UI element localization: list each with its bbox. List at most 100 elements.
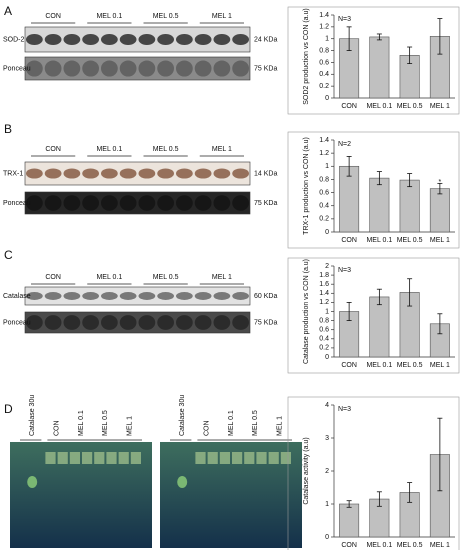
gel-band (207, 452, 218, 464)
lane-label: MEL 1 (212, 146, 232, 153)
annotation: N=3 (338, 406, 351, 413)
x-tick-label: MEL 0.1 (366, 103, 392, 110)
blot-band (138, 168, 156, 179)
y-tick-label: 4 (325, 402, 329, 409)
y-tick-label: 0 (325, 354, 329, 361)
x-tick-label: MEL 1 (430, 362, 450, 369)
lane-label: MEL 1 (212, 13, 232, 20)
gel (10, 442, 152, 548)
x-tick-label: CON (341, 542, 357, 549)
gel-band (82, 452, 93, 464)
blot-band (119, 292, 137, 300)
blot-band (63, 195, 81, 211)
blot-band (213, 315, 231, 330)
x-tick-label: CON (341, 237, 357, 244)
gel-band (69, 452, 80, 464)
error-bar (437, 417, 443, 492)
blot-band (232, 292, 249, 300)
bar (429, 188, 450, 233)
blot-band (63, 168, 81, 179)
y-tick-label: 1 (325, 36, 329, 43)
lane-label: MEL 0.1 (96, 274, 122, 281)
blot-band (138, 315, 156, 330)
blot-band (194, 168, 212, 179)
blot-strip (24, 161, 251, 186)
blot-band (213, 292, 231, 300)
blot-strip (24, 311, 251, 334)
y-tick-label: 0.8 (319, 176, 329, 183)
x-tick-label: MEL 0.5 (397, 542, 423, 549)
y-tick-label: 2 (325, 468, 329, 475)
y-tick-label: 1.2 (319, 24, 329, 31)
blot-band (26, 195, 43, 211)
blot-band (119, 60, 137, 77)
blot-band (232, 195, 249, 211)
gel-lane-label: CON (203, 420, 210, 436)
x-tick-label: MEL 0.1 (366, 542, 392, 549)
x-tick-label: MEL 0.1 (366, 237, 392, 244)
gel-band (244, 452, 255, 464)
blot-band (44, 195, 62, 211)
blot-band (82, 292, 99, 300)
blot-band (213, 168, 231, 179)
blot-band (232, 168, 249, 179)
error-bar (346, 301, 352, 322)
blot-band (176, 195, 193, 211)
blot-band (44, 34, 62, 45)
gel-band (130, 452, 141, 464)
y-axis-label: Catalase activity (a.u) (303, 437, 310, 504)
bar (339, 503, 360, 538)
blot-band (119, 195, 137, 211)
lane-label: MEL 1 (212, 274, 232, 281)
blot-band (44, 60, 62, 77)
gel-band (106, 452, 117, 464)
error-bar (376, 288, 382, 306)
strip-size: 75 KDa (254, 200, 277, 207)
blot-band (82, 168, 99, 179)
error-bar (437, 182, 443, 195)
error-bar (407, 173, 413, 188)
blot-strip (24, 56, 251, 81)
gel-lane-label: Catalase 30u (29, 395, 36, 436)
strip-name: Ponceau (3, 319, 31, 326)
strip-size: 75 KDa (254, 65, 277, 72)
error-bar (437, 313, 443, 335)
blot-strip (24, 191, 251, 215)
blot-band (176, 315, 193, 330)
blot-strip (24, 286, 251, 306)
blot-band (44, 292, 62, 300)
annotation: N=3 (338, 16, 351, 23)
lane-label: CON (45, 13, 61, 20)
blot-band (101, 34, 118, 45)
y-tick-label: 1.6 (319, 281, 329, 288)
gel-lane-label: MEL 0.5 (252, 410, 259, 436)
significance: * (439, 179, 442, 186)
blot-band (101, 195, 118, 211)
y-tick-label: 2 (325, 263, 329, 270)
gel-band (232, 452, 243, 464)
gel-lane-label: MEL 0.1 (78, 410, 85, 436)
blot-band (101, 60, 118, 77)
y-tick-label: 1 (325, 501, 329, 508)
gel-band (195, 452, 206, 464)
blot-band (82, 60, 99, 77)
y-tick-label: 0 (325, 95, 329, 102)
y-axis-label: SOD2 production vs CON (a.u) (303, 8, 310, 104)
blot-band (194, 292, 212, 300)
blot-band (26, 315, 43, 330)
blot-band (82, 315, 99, 330)
blot-band (63, 34, 81, 45)
blot-band (63, 60, 81, 77)
blot-band (44, 315, 62, 330)
x-tick-label: CON (341, 362, 357, 369)
blot-band (119, 34, 137, 45)
blot-band (138, 292, 156, 300)
chart-frame (287, 131, 460, 249)
error-bar (407, 46, 413, 65)
y-tick-label: 1 (325, 308, 329, 315)
blot-band (157, 195, 174, 211)
blot-band (232, 60, 249, 77)
bar (399, 179, 420, 233)
strip-name: Ponceau (3, 65, 31, 72)
